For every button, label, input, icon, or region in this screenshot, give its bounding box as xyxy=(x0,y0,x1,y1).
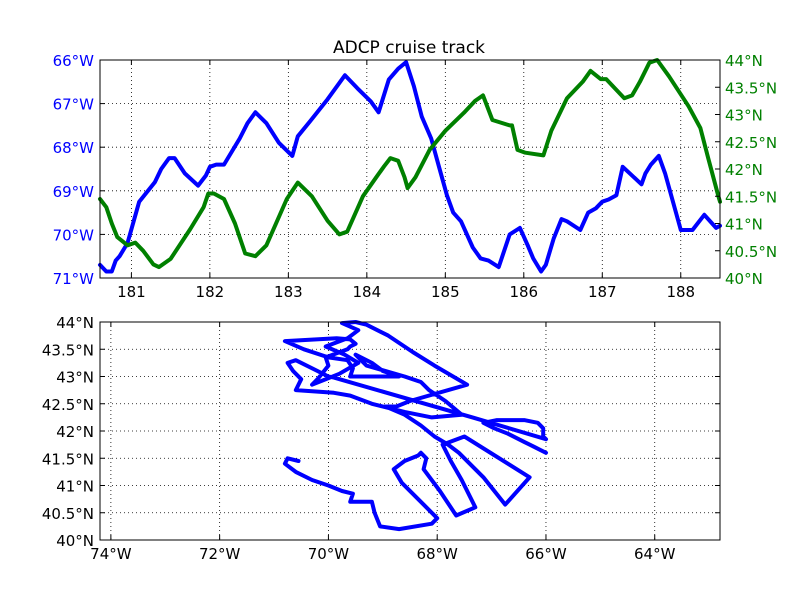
x-tick-label: 183 xyxy=(274,283,303,301)
y-left-tick-label: 69°W xyxy=(53,183,95,201)
y-right-tick-label: 43.5°N xyxy=(725,79,777,97)
y-tick-label: 44°N xyxy=(56,314,94,332)
y-right-tick-label: 44°N xyxy=(725,52,763,70)
y-right-tick-label: 41°N xyxy=(725,216,763,234)
x-tick-label: 64°W xyxy=(634,545,676,563)
time-series-plot: 181 182 183 184 185 186 187 188 66°W 67°W 68°W 69°W… xyxy=(53,52,778,301)
series-line-left xyxy=(98,60,722,274)
x-tick-label: 66°W xyxy=(525,545,567,563)
y-left-tick-label: 68°W xyxy=(53,139,95,157)
x-tick-label: 184 xyxy=(353,283,382,301)
y-tick-label: 40.5°N xyxy=(42,505,94,523)
y-left-tick-label: 66°W xyxy=(53,52,95,70)
x-tick-label: 72°W xyxy=(199,545,241,563)
x-tick-label: 181 xyxy=(117,283,146,301)
x-tick-label: 188 xyxy=(666,283,695,301)
x-tick-label: 187 xyxy=(588,283,617,301)
y-right-tick-label: 42.5°N xyxy=(725,134,777,152)
map-plot: 74°W 72°W 70°W 68°W 66°W 64°W 40°N 40.5°N 41°N 41… xyxy=(42,314,721,563)
x-tick-label: 182 xyxy=(196,283,225,301)
x-tick-label: 70°W xyxy=(308,545,350,563)
x-tick-label: 74°W xyxy=(90,545,132,563)
x-tick-label: 185 xyxy=(431,283,460,301)
y-tick-label: 43°N xyxy=(56,369,94,387)
x-tick-label: 186 xyxy=(509,283,538,301)
y-right-tick-label: 42°N xyxy=(725,161,763,179)
y-right-tick-label: 41.5°N xyxy=(725,188,777,206)
cruise-track-line xyxy=(282,320,548,532)
y-right-tick-label: 43°N xyxy=(725,107,763,125)
y-tick-label: 43.5°N xyxy=(42,341,94,359)
y-left-tick-label: 71°W xyxy=(53,270,95,288)
y-right-tick-label: 40°N xyxy=(725,270,763,288)
chart-title: ADCP cruise track xyxy=(333,38,485,58)
y-right-tick-label: 40.5°N xyxy=(725,243,777,261)
series-line-right xyxy=(98,58,722,270)
y-tick-label: 41.5°N xyxy=(42,450,94,468)
y-tick-label: 40°N xyxy=(56,532,94,550)
y-left-tick-label: 67°W xyxy=(53,96,95,114)
y-tick-label: 41°N xyxy=(56,478,94,496)
y-left-tick-label: 70°W xyxy=(53,226,95,244)
y-tick-label: 42.5°N xyxy=(42,396,94,414)
y-tick-label: 42°N xyxy=(56,423,94,441)
x-tick-label: 68°W xyxy=(416,545,458,563)
